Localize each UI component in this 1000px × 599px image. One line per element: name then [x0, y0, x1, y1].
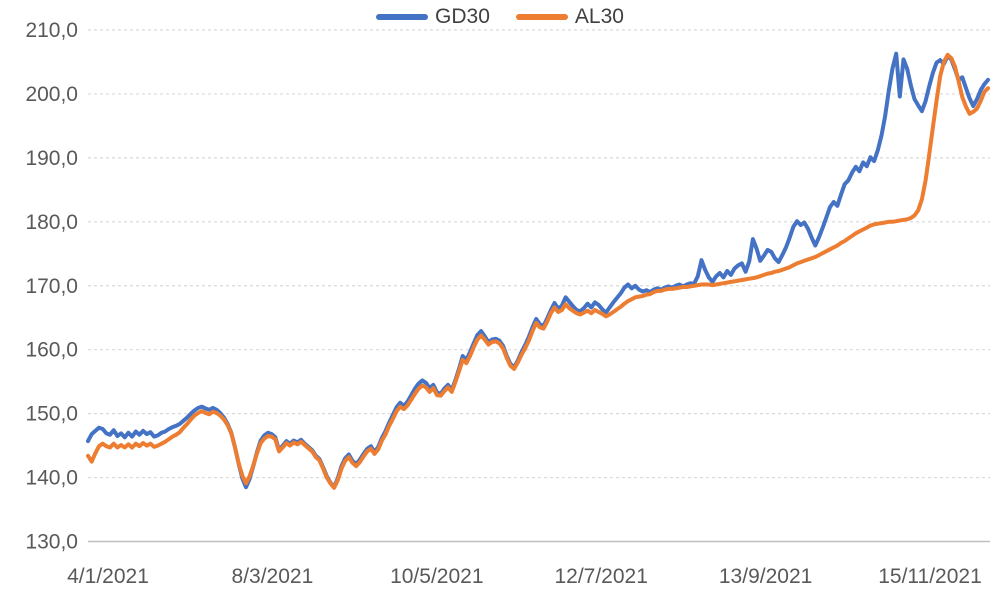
y-tick-label: 140,0: [25, 467, 78, 490]
y-tick-label: 190,0: [25, 147, 78, 170]
x-tick-label: 8/3/2021: [232, 565, 314, 588]
y-tick-label: 130,0: [25, 531, 78, 554]
x-tick-label: 15/11/2021: [878, 565, 982, 588]
y-tick-label: 150,0: [25, 403, 78, 426]
y-tick-label: 170,0: [25, 275, 78, 298]
x-tick-label: 4/1/2021: [67, 565, 149, 588]
x-tick-label: 13/9/2021: [719, 565, 812, 588]
x-tick-label: 12/7/2021: [554, 565, 647, 588]
x-tick-label: 10/5/2021: [390, 565, 483, 588]
y-tick-label: 210,0: [25, 19, 78, 42]
series-line-al30: [86, 52, 990, 490]
y-tick-label: 180,0: [25, 211, 78, 234]
y-tick-label: 160,0: [25, 339, 78, 362]
series-line-gd30: [86, 51, 990, 490]
y-tick-label: 200,0: [25, 83, 78, 106]
